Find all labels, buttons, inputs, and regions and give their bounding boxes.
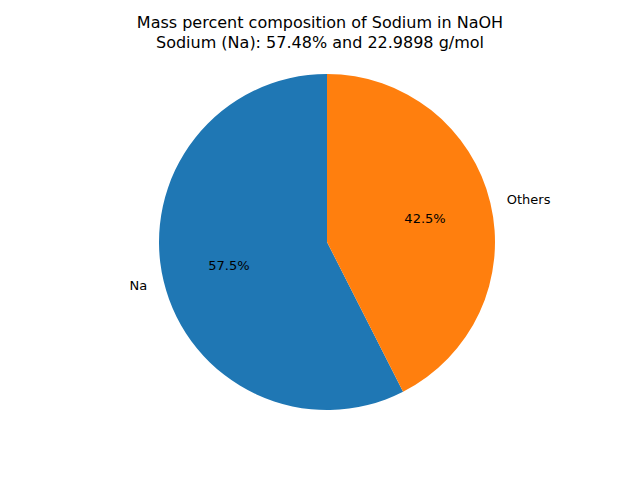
subtitle: Sodium (Na): 57.48% and 22.9898 g/mol (156, 33, 484, 52)
category-label: Others (507, 192, 551, 207)
chart: Mass percent composition of Sodium in Na… (0, 0, 640, 480)
slice (327, 74, 495, 392)
title: Mass percent composition of Sodium in Na… (137, 13, 503, 32)
data-label: 57.5% (208, 258, 249, 273)
category-label: Na (130, 278, 148, 293)
background (0, 0, 640, 480)
data-label: 42.5% (404, 211, 445, 226)
pie (159, 74, 495, 410)
labels: Na Others 57.5% 42.5% (130, 192, 551, 293)
